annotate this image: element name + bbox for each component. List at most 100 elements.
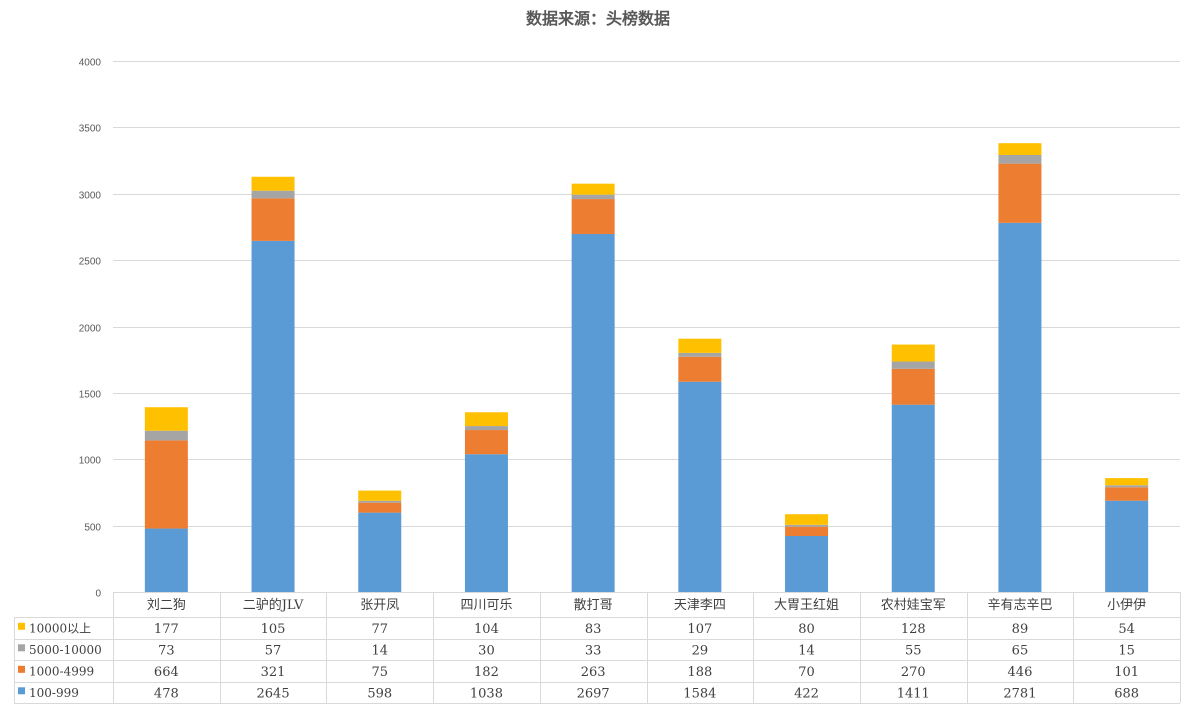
bar-segment — [358, 500, 402, 503]
bar-segment — [1105, 500, 1149, 592]
data-label: 54 — [1118, 622, 1135, 637]
legend-swatch — [18, 644, 25, 652]
bar-segment — [785, 535, 829, 592]
category-label: 二驴的JLV — [243, 597, 304, 613]
data-label: 14 — [371, 643, 388, 658]
bar-segment — [464, 430, 508, 455]
bar-segment — [144, 407, 188, 431]
legend-label: 5000-10000 — [29, 643, 102, 657]
y-tick-label: 3000 — [79, 191, 102, 202]
legend-swatch — [18, 622, 25, 630]
data-label: 55 — [905, 643, 922, 658]
data-label: 101 — [1114, 665, 1139, 680]
bar-segment — [251, 176, 295, 191]
bar-segment — [358, 512, 402, 592]
bar-segment — [678, 338, 722, 353]
data-label: 30 — [478, 643, 495, 658]
bar-segment — [251, 240, 295, 592]
bar-segment — [571, 183, 615, 195]
category-label: 四川可乐 — [460, 598, 512, 613]
bar-segment — [144, 430, 188, 441]
bars — [144, 143, 1149, 592]
y-tick-label: 1500 — [79, 390, 102, 401]
bar-segment — [1105, 478, 1149, 486]
data-label: 105 — [261, 622, 286, 637]
data-label: 598 — [367, 686, 392, 701]
data-label: 188 — [687, 665, 712, 680]
data-label: 73 — [158, 643, 175, 658]
bar-segment — [144, 440, 188, 529]
bar-segment — [678, 381, 722, 592]
category-label: 大胃王红姐 — [774, 597, 839, 613]
bar-segment — [571, 199, 615, 234]
data-label: 321 — [261, 665, 286, 680]
data-label: 182 — [474, 665, 499, 680]
bar-segment — [678, 356, 722, 382]
y-tick-label: 4000 — [79, 58, 102, 69]
legend-swatch — [18, 665, 25, 673]
bar-segment — [358, 490, 402, 501]
data-label: 422 — [794, 686, 819, 701]
data-label: 33 — [585, 643, 602, 658]
bar-segment — [998, 143, 1042, 155]
legend-label: 100-999 — [29, 686, 79, 700]
data-label: 80 — [798, 622, 815, 637]
bar-segment — [998, 222, 1042, 592]
category-label: 刘二狗 — [147, 598, 186, 613]
data-label: 75 — [371, 665, 388, 680]
data-label: 128 — [901, 622, 926, 637]
data-label: 478 — [154, 686, 179, 701]
data-label: 14 — [798, 643, 815, 658]
bar-segment — [891, 368, 935, 405]
data-label: 263 — [581, 665, 606, 680]
data-label: 177 — [154, 622, 179, 637]
y-tick-label: 2000 — [79, 324, 102, 335]
bar-segment — [785, 524, 829, 527]
data-label: 2781 — [1003, 686, 1036, 701]
category-label: 张开凤 — [360, 598, 399, 613]
bar-segment — [891, 361, 935, 369]
y-tick-label: 0 — [95, 589, 101, 600]
y-axis-ticks: 0 500 1000 1500 2000 2500 3000 3500 4000 — [79, 58, 102, 600]
y-tick-label: 3500 — [79, 124, 102, 135]
data-label: 1038 — [470, 686, 503, 701]
legend-label: 10000以上 — [29, 621, 91, 635]
data-label: 89 — [1012, 622, 1029, 637]
bar-segment — [785, 526, 829, 536]
bar-segment — [144, 528, 188, 592]
legend-label: 1000-4999 — [29, 664, 94, 678]
data-label: 688 — [1114, 686, 1139, 701]
category-label: 散打哥 — [574, 598, 613, 613]
bar-segment — [571, 194, 615, 200]
data-label: 107 — [687, 622, 712, 637]
bar-segment — [891, 404, 935, 592]
data-label: 2697 — [577, 686, 610, 701]
y-tick-label: 2500 — [79, 257, 102, 268]
data-label: 29 — [692, 643, 709, 658]
bar-segment — [998, 154, 1042, 164]
bar-segment — [464, 412, 508, 427]
y-tick-label: 1000 — [79, 456, 102, 467]
data-label: 2645 — [257, 686, 290, 701]
bar-segment — [785, 514, 829, 525]
chart-title: 数据来源：头榜数据 — [526, 9, 670, 28]
data-label: 664 — [154, 665, 179, 680]
data-label: 57 — [265, 643, 282, 658]
bar-segment — [1105, 485, 1149, 488]
category-label: 天津李四 — [674, 598, 726, 613]
bar-segment — [998, 163, 1042, 223]
category-label: 农村娃宝军 — [881, 598, 946, 613]
data-label: 104 — [474, 622, 499, 637]
data-label: 1584 — [683, 686, 716, 701]
data-label: 15 — [1118, 643, 1135, 658]
bar-segment — [891, 344, 935, 362]
category-label: 辛有志辛巴 — [987, 598, 1052, 613]
bar-segment — [571, 233, 615, 592]
y-tick-label: 500 — [84, 523, 101, 534]
data-label: 446 — [1008, 665, 1033, 680]
data-label: 70 — [798, 665, 815, 680]
legend-swatch — [18, 687, 25, 695]
bar-segment — [464, 426, 508, 431]
bar-segment — [358, 502, 402, 513]
